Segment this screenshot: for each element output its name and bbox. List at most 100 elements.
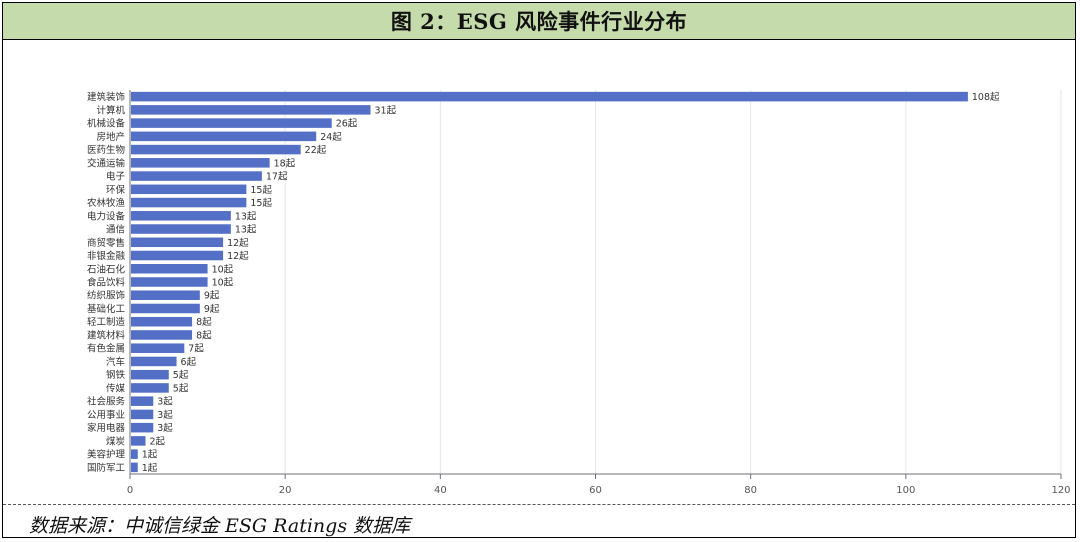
bar-28 (131, 449, 138, 459)
category-label: 食品饮料 (87, 277, 126, 289)
bar-6 (131, 158, 270, 168)
category-label: 社会服务 (87, 396, 126, 408)
category-label: 公用事业 (87, 409, 125, 421)
value-label: 24起 (320, 132, 342, 143)
bar-7 (131, 171, 262, 181)
value-label: 8起 (196, 330, 212, 341)
bar-11 (131, 224, 231, 234)
category-label: 国防军工 (87, 462, 126, 474)
bar-15 (131, 277, 208, 287)
value-label: 15起 (250, 185, 272, 196)
value-label: 1起 (142, 450, 158, 461)
bar-26 (131, 422, 154, 433)
category-label: 传媒 (106, 382, 126, 394)
value-label: 2起 (150, 436, 166, 447)
bar-8 (131, 184, 247, 195)
value-label: 13起 (235, 211, 257, 222)
value-label: 10起 (212, 278, 234, 289)
category-label: 基础化工 (87, 303, 126, 315)
value-label: 5起 (173, 370, 189, 381)
bar-18 (131, 316, 193, 327)
bar-2 (131, 105, 371, 115)
bar-9 (131, 197, 247, 208)
value-label: 3起 (157, 410, 173, 421)
value-label: 18起 (274, 158, 296, 169)
bar-24 (131, 396, 154, 406)
value-label: 9起 (204, 304, 220, 315)
x-tick-label: 20 (279, 485, 292, 496)
bar-4 (131, 131, 317, 142)
value-label: 9起 (204, 291, 220, 302)
category-label: 环保 (106, 184, 126, 196)
value-label: 3起 (157, 397, 173, 408)
value-label: 12起 (227, 238, 249, 249)
data-source-note: 数据来源：中诚信绿金 ESG Ratings 数据库 (29, 515, 411, 537)
category-label: 家用电器 (87, 422, 126, 434)
category-label: 轻工制造 (87, 316, 126, 328)
bar-29 (131, 462, 138, 473)
bar-5 (131, 144, 301, 155)
bar-13 (131, 250, 224, 261)
category-label: 纺织服饰 (87, 290, 125, 302)
bar-3 (131, 118, 332, 128)
x-tick-label: 120 (1051, 485, 1070, 496)
value-label: 31起 (375, 105, 397, 116)
bar-25 (131, 409, 154, 420)
value-label: 7起 (188, 344, 204, 355)
category-label: 电子 (106, 171, 126, 183)
figure-title: 图 2：ESG 风险事件行业分布 (390, 9, 688, 34)
category-label: 钢铁 (106, 369, 126, 381)
value-label: 13起 (235, 225, 257, 236)
x-tick-label: 60 (589, 485, 602, 496)
value-label: 1起 (142, 463, 158, 474)
value-label: 26起 (336, 119, 358, 130)
value-label: 8起 (196, 317, 212, 328)
bar-12 (131, 237, 224, 248)
value-label: 5起 (173, 383, 189, 394)
category-label: 医药生物 (87, 144, 126, 156)
chart-area: 0 20 40 60 80 100 120 建筑装饰 108起计算机 31起机械设备 26起房地产 2… (3, 40, 1075, 500)
value-label: 17起 (266, 172, 288, 183)
category-label: 计算机 (96, 104, 125, 116)
category-label: 建筑材料 (87, 329, 126, 341)
value-label: 3起 (157, 423, 173, 434)
category-label: 美容护理 (87, 449, 126, 461)
bar-16 (131, 290, 200, 301)
figure-title-bar: 图 2：ESG 风险事件行业分布 (3, 3, 1075, 40)
category-label: 机械设备 (87, 118, 126, 130)
bar-21 (131, 356, 177, 367)
category-label: 非银金融 (87, 250, 126, 262)
x-tick-label: 100 (896, 485, 915, 496)
value-label: 108起 (972, 92, 1000, 103)
category-label: 有色金属 (87, 343, 125, 355)
bar-14 (131, 263, 208, 274)
category-label: 房地产 (96, 131, 125, 143)
category-label: 电力设备 (87, 210, 126, 222)
category-label: 交通运输 (87, 157, 126, 169)
bar-1 (131, 91, 968, 102)
category-label: 石油石化 (87, 263, 126, 275)
bar-19 (131, 330, 193, 340)
bar-17 (131, 303, 200, 314)
category-label: 煤炭 (106, 435, 126, 447)
category-label: 汽车 (106, 356, 125, 368)
source-divider (3, 504, 1075, 505)
bar-27 (131, 436, 146, 446)
bar-23 (131, 383, 169, 393)
value-label: 12起 (227, 251, 249, 262)
bar-20 (131, 343, 185, 353)
category-label: 商贸零售 (87, 237, 125, 249)
category-label: 通信 (106, 224, 125, 236)
bar-10 (131, 211, 231, 221)
category-label: 建筑装饰 (87, 91, 125, 103)
x-tick-label: 80 (744, 485, 757, 496)
value-label: 22起 (305, 145, 327, 156)
value-label: 10起 (212, 264, 234, 275)
value-label: 6起 (181, 357, 197, 368)
x-tick-label: 0 (127, 485, 133, 496)
x-tick-label: 40 (434, 485, 447, 496)
category-label: 农林牧渔 (87, 197, 126, 209)
bar-22 (131, 369, 169, 380)
